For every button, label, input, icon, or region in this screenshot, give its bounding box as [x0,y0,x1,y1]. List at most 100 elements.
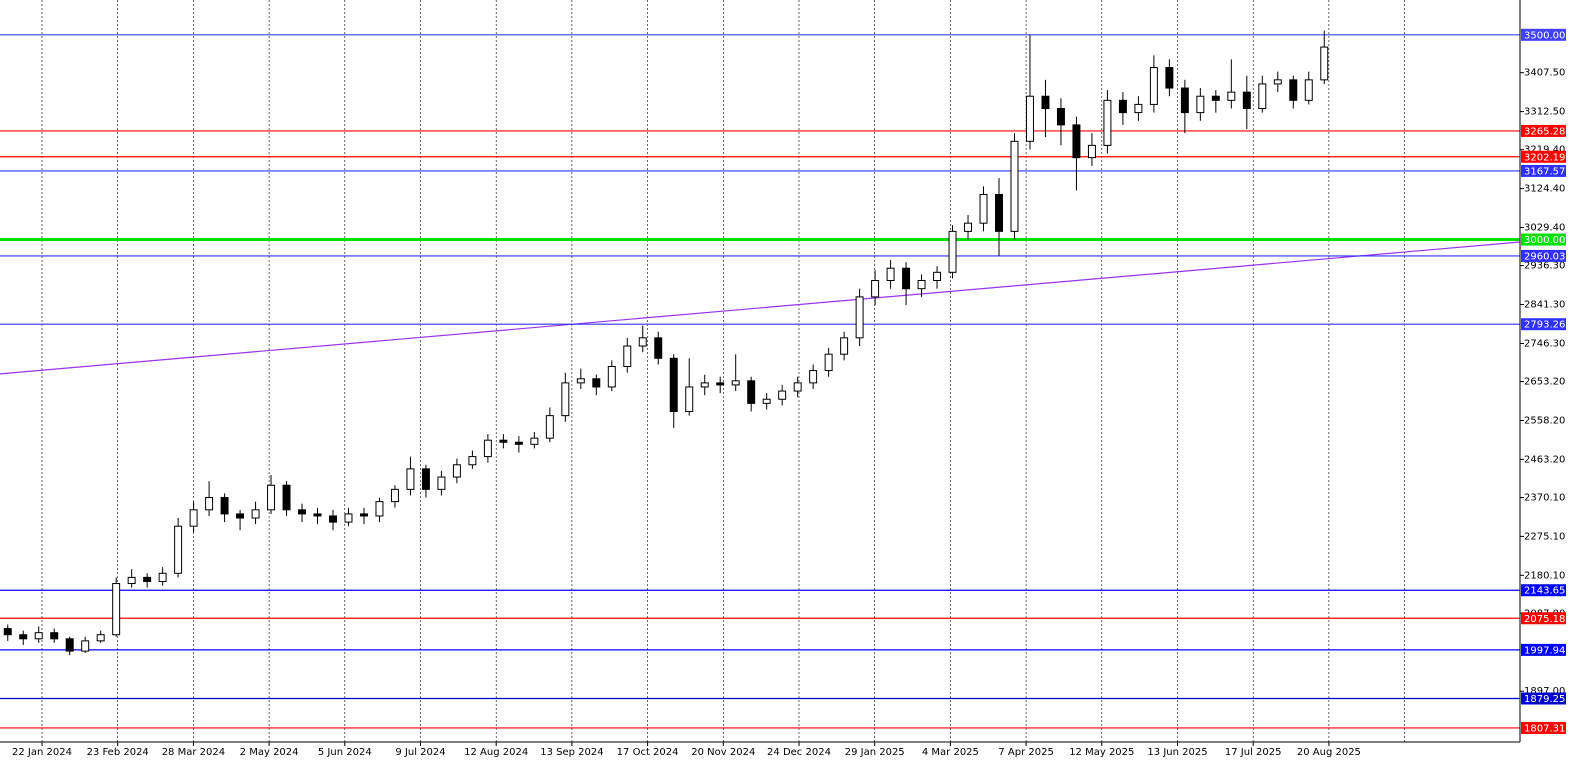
candle-body [1273,79,1282,85]
level-box [1521,28,1566,41]
candle-body [948,230,957,273]
candle-body [1010,140,1019,232]
candle-body [189,509,198,527]
candle-body [840,337,849,355]
candle-body [421,468,430,490]
candle-body [1180,87,1189,114]
x-tick-label: 20 Aug 2025 [1297,747,1361,758]
level-label: 3265.28 [1524,126,1565,137]
level-box [1521,164,1566,177]
x-tick-label: 29 Jan 2025 [845,747,905,758]
candle-body [685,386,694,413]
candle-body [716,382,725,386]
candle-body [669,357,678,413]
candle-body [1041,95,1050,110]
candle-body [1258,83,1267,110]
level-label: 3167.57 [1524,166,1565,177]
level-box [1521,584,1566,597]
candle-body [933,271,942,282]
y-tick-label: 1897.00 [1524,686,1565,697]
y-tick-label: 3407.50 [1524,68,1565,79]
candle-body [50,632,59,640]
trend-line [0,241,1521,375]
y-tick-label: 2558.20 [1524,415,1565,426]
candle-body [793,382,802,392]
x-tick-label: 7 Apr 2025 [998,747,1053,758]
candle-body [1134,103,1143,114]
candle-body [1087,144,1096,159]
x-tick-label: 23 Feb 2024 [87,747,149,758]
level-label: 2143.65 [1524,586,1565,597]
candle-body [344,513,353,523]
candle-body [1211,95,1220,101]
y-tick-label: 3219.40 [1524,145,1565,156]
candle-body [886,267,895,282]
candle-body [762,398,771,404]
candle-body [452,464,461,478]
candle-body [545,415,554,439]
candle-body [1320,46,1329,81]
candle-body [623,345,632,367]
candle-body [979,194,988,224]
candle-body [220,497,229,515]
candle-body [1149,67,1158,105]
x-tick-label: 13 Jun 2025 [1147,747,1207,758]
candle-body [127,576,136,585]
candle-body [96,634,105,642]
candle-body [1103,99,1112,146]
candle-body [158,572,167,582]
level-box [1521,150,1566,163]
candle-body [917,280,926,290]
candle-body [143,576,152,582]
y-tick-label: 2180.10 [1524,570,1565,581]
candle-body [406,468,415,490]
x-tick-label: 22 Jan 2024 [12,747,72,758]
candle-body [3,628,12,636]
y-tick-label: 3312.50 [1524,107,1565,118]
level-label: 3000.00 [1524,235,1565,246]
candle-body [731,380,740,386]
x-tick-label: 28 Mar 2024 [162,747,225,758]
candle-body [375,501,384,517]
y-tick-label: 2841.30 [1524,300,1565,311]
candle-body [34,632,43,640]
x-tick-label: 5 Jun 2024 [318,747,372,758]
level-label: 3202.19 [1524,152,1565,163]
x-tick-label: 12 Aug 2024 [464,747,528,758]
level-label: 2075.18 [1524,614,1565,625]
x-tick-label: 17 Jul 2025 [1225,747,1282,758]
candle-body [112,583,121,636]
candle-body [251,509,260,519]
level-box [1521,249,1566,262]
y-tick-label: 2746.30 [1524,338,1565,349]
candle-body [267,484,276,511]
candle-body [778,390,787,400]
candle-body [390,488,399,503]
candle-body [902,267,911,290]
level-label: 2960.03 [1524,251,1565,262]
candle-body [638,337,647,347]
x-tick-label: 2 May 2024 [240,747,299,758]
x-tick-label: 17 Oct 2024 [617,747,679,758]
level-label: 1807.31 [1524,723,1565,734]
candle-body [514,441,523,445]
candle-body [298,509,307,515]
level-box [1521,124,1566,137]
candle-body [855,296,864,339]
candle-body [809,370,818,384]
level-box [1521,692,1566,705]
level-label: 1879.25 [1524,694,1565,705]
candle-body [205,497,214,511]
candle-body [700,382,709,388]
candle-body [1056,108,1065,126]
candle-body [964,222,973,232]
y-tick-label: 2653.20 [1524,377,1565,388]
candle-body [19,634,28,640]
x-tick-label: 13 Sep 2024 [540,747,603,758]
level-label: 1997.94 [1524,645,1565,656]
candle-body [437,476,446,490]
level-label: 3500.00 [1524,30,1565,41]
candle-body [282,484,291,511]
candle-body [65,638,74,652]
